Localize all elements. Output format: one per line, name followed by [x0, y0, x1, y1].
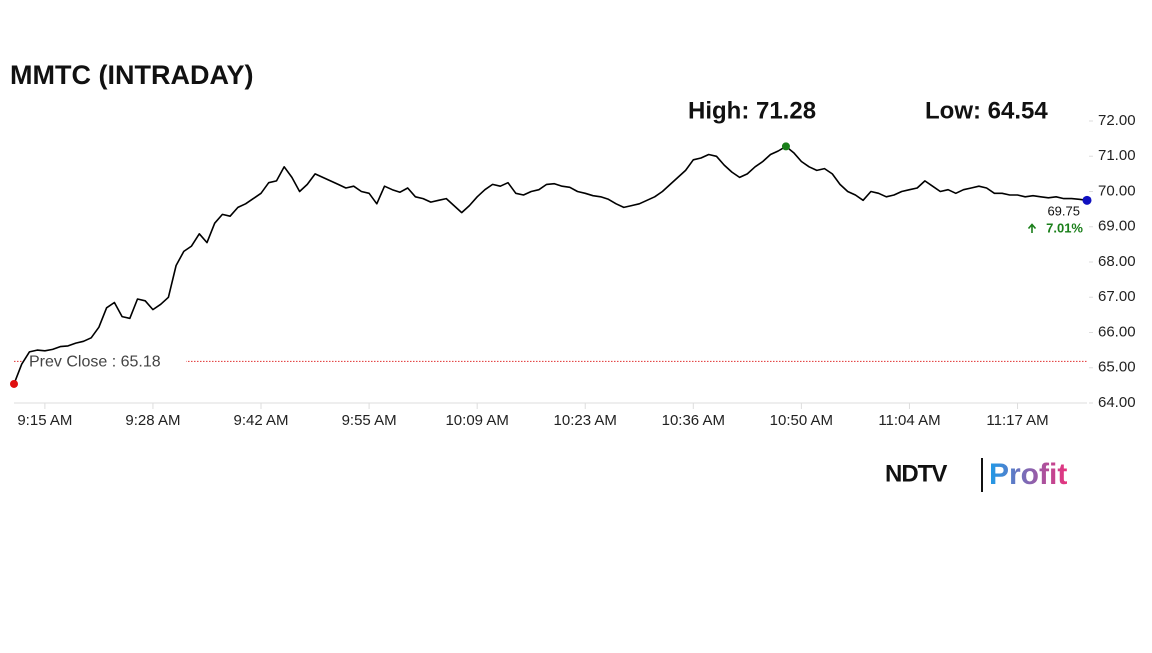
high-dot — [781, 142, 790, 151]
logo-brand: NDTV — [885, 460, 947, 487]
x-tick-label: 11:17 AM — [986, 412, 1048, 429]
prev-close-bg — [24, 350, 186, 373]
x-tick-label: 10:09 AM — [445, 412, 508, 429]
x-tick-label: 10:36 AM — [662, 412, 725, 429]
high-label: High: 71.28 — [688, 97, 816, 124]
x-tick-label: 10:50 AM — [770, 412, 833, 429]
up-arrow — [1027, 223, 1037, 233]
x-tick-label: 11:04 AM — [878, 412, 940, 429]
x-tick-label: 9:28 AM — [125, 412, 180, 429]
low-label: Low: 64.54 — [925, 97, 1048, 124]
y-tick-label: 64.00 — [1098, 394, 1136, 411]
x-tick-label: 10:23 AM — [554, 412, 617, 429]
x-tick-label: 9:55 AM — [342, 412, 397, 429]
y-tick-label: 69.00 — [1098, 218, 1136, 235]
logo-product: Profit — [989, 458, 1067, 491]
prev-close-label: Prev Close : 65.18 — [29, 354, 161, 371]
x-tick-label: 9:42 AM — [233, 412, 288, 429]
low-dot — [10, 379, 18, 388]
price-line — [13, 145, 1088, 385]
y-tick-label: 66.00 — [1098, 323, 1136, 340]
y-tick-label: 71.00 — [1098, 147, 1136, 164]
last-dot — [1082, 195, 1092, 205]
y-tick-label: 67.00 — [1098, 288, 1136, 305]
x-tick-label: 9:15 AM — [17, 412, 72, 429]
y-tick-label: 68.00 — [1098, 253, 1136, 270]
change-label: 7.01% — [1046, 220, 1083, 235]
y-tick-label: 70.00 — [1098, 182, 1136, 199]
y-tick-label: 65.00 — [1098, 359, 1136, 376]
chart-title: MMTC (INTRADAY) — [10, 60, 253, 90]
last-value: 69.75 — [1047, 203, 1080, 218]
y-tick-label: 72.00 — [1098, 112, 1136, 129]
